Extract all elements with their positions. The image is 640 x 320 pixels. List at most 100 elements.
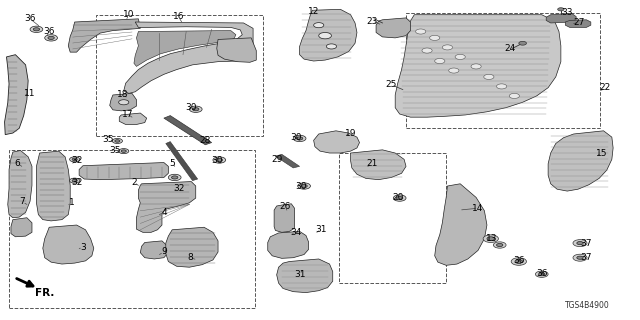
Polygon shape — [274, 204, 294, 232]
Text: 29: 29 — [271, 155, 282, 164]
Circle shape — [216, 158, 223, 162]
Text: 23: 23 — [367, 17, 378, 26]
Text: 36: 36 — [513, 256, 525, 265]
Circle shape — [429, 35, 440, 40]
Text: 17: 17 — [122, 109, 133, 118]
Circle shape — [189, 106, 202, 112]
Text: 30: 30 — [186, 103, 197, 112]
Text: 31: 31 — [294, 270, 305, 279]
Text: 6: 6 — [15, 159, 20, 168]
Polygon shape — [548, 131, 613, 191]
Text: 34: 34 — [290, 228, 301, 237]
Circle shape — [70, 157, 80, 162]
Circle shape — [30, 26, 43, 32]
Circle shape — [193, 108, 199, 111]
Text: 3: 3 — [80, 243, 86, 252]
Bar — [9, 150, 255, 308]
Circle shape — [515, 260, 523, 263]
Circle shape — [497, 84, 507, 89]
Text: 14: 14 — [472, 204, 484, 213]
Circle shape — [112, 139, 122, 143]
Text: 36: 36 — [24, 14, 36, 23]
Text: 28: 28 — [200, 136, 211, 146]
Text: 32: 32 — [71, 178, 83, 187]
Polygon shape — [217, 38, 256, 62]
Text: 8: 8 — [187, 253, 193, 262]
Circle shape — [326, 44, 337, 49]
Circle shape — [497, 244, 503, 247]
Circle shape — [48, 36, 54, 39]
Polygon shape — [268, 231, 308, 258]
Polygon shape — [79, 163, 168, 180]
Text: 20: 20 — [392, 193, 403, 202]
Polygon shape — [276, 259, 333, 292]
Text: 27: 27 — [573, 18, 584, 27]
Circle shape — [487, 237, 495, 241]
Circle shape — [493, 242, 506, 248]
Polygon shape — [8, 150, 32, 218]
Polygon shape — [166, 227, 218, 267]
Text: 35: 35 — [109, 146, 120, 155]
Circle shape — [415, 29, 426, 34]
Polygon shape — [565, 20, 591, 28]
Circle shape — [577, 242, 583, 245]
Text: 36: 36 — [536, 269, 547, 278]
Circle shape — [301, 184, 307, 188]
Circle shape — [449, 68, 459, 73]
Text: FR.: FR. — [35, 288, 54, 298]
Text: 30: 30 — [211, 156, 223, 164]
Circle shape — [394, 195, 406, 201]
Circle shape — [168, 174, 181, 180]
Text: 19: 19 — [345, 129, 356, 138]
Circle shape — [577, 256, 583, 259]
Polygon shape — [36, 151, 70, 221]
Polygon shape — [109, 93, 136, 111]
Text: 30: 30 — [290, 133, 301, 142]
Polygon shape — [164, 116, 212, 145]
Polygon shape — [134, 31, 236, 67]
Text: 5: 5 — [170, 159, 175, 168]
Circle shape — [172, 176, 178, 179]
Polygon shape — [395, 15, 561, 117]
Polygon shape — [314, 131, 360, 153]
Polygon shape — [4, 55, 28, 135]
Circle shape — [118, 148, 129, 154]
Circle shape — [471, 64, 481, 69]
Circle shape — [435, 59, 445, 64]
Text: 36: 36 — [44, 27, 55, 36]
Text: 21: 21 — [367, 159, 378, 168]
Circle shape — [422, 48, 432, 53]
Polygon shape — [376, 18, 410, 38]
Text: 33: 33 — [561, 8, 573, 17]
Text: 9: 9 — [161, 247, 167, 257]
Text: 11: 11 — [24, 89, 36, 98]
Text: 16: 16 — [173, 12, 184, 21]
Circle shape — [115, 140, 120, 142]
Circle shape — [484, 74, 494, 79]
Circle shape — [319, 32, 332, 39]
Circle shape — [442, 45, 452, 50]
Polygon shape — [119, 113, 147, 124]
Circle shape — [118, 100, 129, 105]
Polygon shape — [68, 19, 140, 52]
Polygon shape — [124, 22, 253, 93]
Bar — [339, 153, 446, 283]
Text: 13: 13 — [486, 234, 498, 243]
Bar — [96, 15, 262, 136]
Circle shape — [509, 93, 520, 99]
Circle shape — [573, 254, 587, 261]
Circle shape — [511, 258, 527, 265]
Text: 37: 37 — [580, 239, 592, 248]
Text: 1: 1 — [68, 198, 74, 207]
Text: 15: 15 — [596, 148, 607, 157]
Circle shape — [455, 54, 465, 60]
Circle shape — [72, 158, 77, 161]
Circle shape — [519, 41, 527, 45]
Circle shape — [573, 240, 587, 247]
Circle shape — [33, 28, 40, 31]
Text: 7: 7 — [20, 197, 26, 206]
Polygon shape — [275, 154, 300, 168]
Circle shape — [557, 8, 564, 11]
Circle shape — [72, 179, 77, 182]
Text: TGS4B4900: TGS4B4900 — [565, 301, 610, 310]
